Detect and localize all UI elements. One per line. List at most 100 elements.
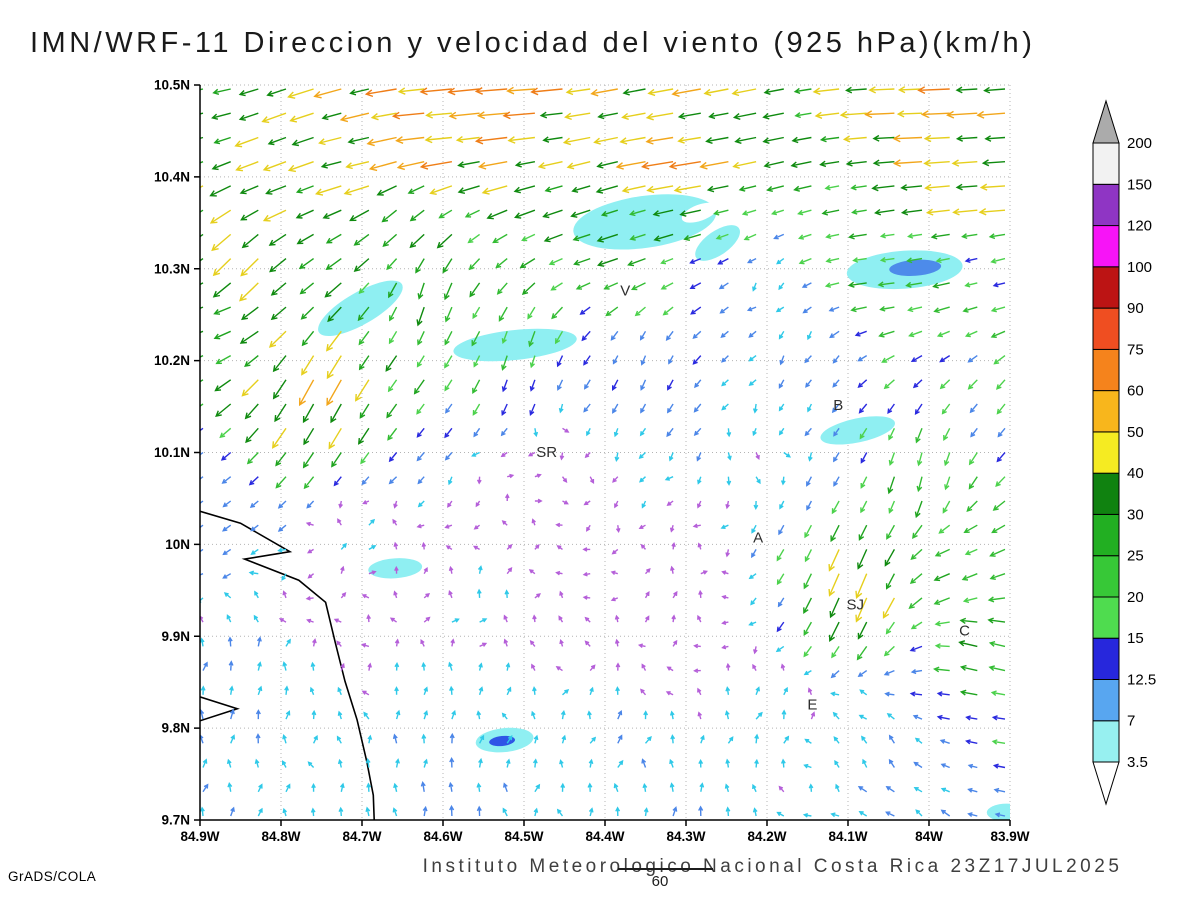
wind-arrow: [754, 733, 760, 744]
wind-arrow: [964, 257, 978, 263]
wind-arrow: [343, 185, 370, 196]
wind-arrow: [912, 379, 923, 389]
wind-arrow: [930, 233, 950, 240]
wind-arrow: [804, 427, 812, 437]
wind-arrow: [200, 524, 204, 531]
station-labels: V SR B A SJ C E: [536, 282, 970, 713]
wind-arrow: [990, 330, 1006, 338]
colorbar-band: [1092, 596, 1120, 639]
wind-arrow: [808, 783, 814, 792]
wind-arrow: [238, 88, 259, 97]
wind-arrow: [754, 758, 759, 768]
wind-arrow: [741, 209, 757, 216]
wind-arrow: [700, 570, 708, 575]
wind-arrow: [664, 476, 674, 481]
wind-arrow: [361, 476, 370, 486]
wind-arrow: [388, 452, 398, 463]
wind-arrow: [938, 524, 951, 534]
wind-arrow: [989, 548, 1006, 557]
wind-arrow: [394, 686, 399, 695]
wind-arrow: [748, 573, 757, 580]
wind-arrow: [376, 185, 397, 196]
wind-arrow: [697, 711, 702, 720]
wind-arrow: [610, 330, 619, 341]
wind-arrow: [887, 403, 895, 415]
wind-arrow: [303, 476, 315, 490]
wind-arrow: [241, 233, 259, 249]
wind-arrow: [668, 355, 674, 365]
wind-arrow: [703, 88, 729, 97]
wind-arrow: [213, 306, 231, 315]
wind-arrow: [677, 112, 701, 120]
wind-arrow: [941, 403, 951, 415]
wind-arrow: [562, 689, 570, 696]
wind-arrow: [534, 543, 540, 550]
wind-arrow: [968, 476, 978, 490]
wind-speed-shading: [889, 259, 942, 276]
wind-arrow: [615, 525, 621, 534]
wind-arrow: [336, 640, 342, 647]
wind-arrow: [382, 233, 398, 247]
wind-arrow: [617, 759, 624, 768]
colorbar-tick-label: 200: [1127, 135, 1152, 152]
wind-arrow: [506, 735, 513, 744]
wind-arrow: [824, 282, 840, 288]
wind-arrow: [501, 355, 508, 371]
wind-arrow: [473, 524, 481, 530]
wind-arrow: [393, 590, 398, 599]
wind-arrow: [395, 136, 425, 144]
wind-arrow: [221, 524, 232, 532]
wind-arrow: [807, 452, 813, 462]
wind-arrow: [357, 427, 370, 445]
wind-arrow: [614, 614, 620, 623]
wind-arrow: [689, 257, 702, 264]
wind-arrow: [641, 663, 647, 671]
wind-arrow: [500, 451, 508, 458]
wind-arrow: [883, 669, 895, 676]
wind-arrow: [333, 476, 342, 487]
wind-arrow: [272, 355, 287, 373]
wind-arrow: [614, 452, 620, 462]
wind-arrow: [967, 379, 978, 390]
wind-arrow: [564, 112, 591, 121]
wind-arrow: [562, 500, 569, 505]
wind-arrow: [337, 686, 342, 696]
wind-arrow: [393, 541, 399, 550]
wind-arrow: [455, 136, 480, 144]
colorbar-band: [1092, 348, 1120, 392]
wind-arrow: [534, 593, 541, 599]
wind-arrow: [305, 521, 314, 527]
wind-arrow: [936, 714, 950, 721]
wind-arrow: [988, 233, 1006, 240]
wind-arrow: [962, 306, 978, 313]
wind-arrow: [503, 638, 509, 647]
wind-arrow: [560, 709, 566, 720]
wind-arrow: [958, 640, 978, 648]
wind-arrow: [748, 330, 757, 338]
wind-arrow: [267, 136, 287, 146]
colorbar-band: [1092, 513, 1120, 557]
wind-arrow: [556, 355, 564, 368]
wind-arrow: [697, 500, 702, 509]
wind-arrow: [423, 709, 429, 720]
wind-arrow: [473, 355, 481, 368]
wind-arrow: [803, 573, 813, 590]
wind-arrow: [212, 258, 232, 277]
colorbar-tick-label: 25: [1127, 548, 1144, 565]
wind-arrow: [295, 209, 314, 219]
x-tick-label: 84.9W: [180, 829, 219, 844]
wind-arrow: [362, 500, 370, 505]
wind-arrow: [213, 136, 231, 145]
wind-arrow: [763, 88, 784, 95]
wind-arrow: [340, 592, 347, 599]
wind-arrow: [825, 233, 840, 239]
wind-arrow: [916, 452, 923, 467]
wind-arrow: [301, 355, 315, 376]
wind-arrow: [368, 545, 377, 551]
wind-arrow: [500, 427, 508, 437]
wind-arrow: [364, 88, 397, 98]
wind-arrow: [779, 500, 785, 510]
wind-arrow: [920, 110, 950, 119]
station-label: SR: [536, 444, 557, 461]
wind-arrow: [589, 736, 597, 744]
